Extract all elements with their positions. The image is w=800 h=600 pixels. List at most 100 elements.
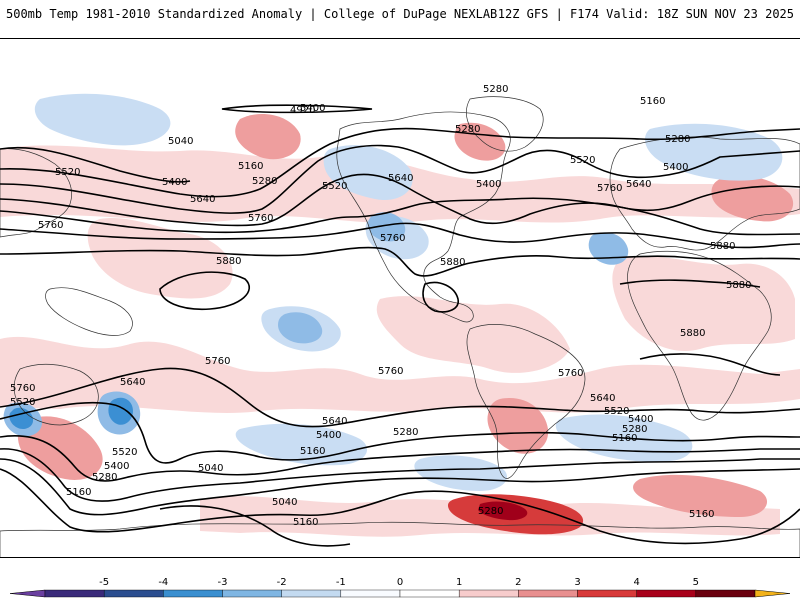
colorbar-tick-label: 1 (456, 577, 462, 588)
cold-anomaly-area (34, 93, 171, 146)
colorbar-segment (636, 589, 697, 598)
contour-line-5640 (0, 222, 800, 249)
contour-label: 5160 (66, 487, 91, 498)
contour-label: 5760 (248, 213, 273, 224)
contour-line-5280 (0, 144, 800, 214)
contour-label: 5520 (10, 397, 35, 408)
contour-label: 5880 (440, 257, 465, 268)
contour-label: 5160 (238, 161, 263, 172)
colorbar-tick-label: 2 (515, 577, 521, 588)
contour-line-5640-south (0, 401, 800, 464)
contour-label: 5280 (393, 427, 418, 438)
contour-label: 5160 (300, 446, 325, 457)
colorbar-tick-label: -1 (336, 577, 346, 588)
colorbar-segment (44, 589, 105, 598)
colorbar-tick-label: 0 (397, 577, 403, 588)
contour-line-5880d (639, 353, 781, 376)
contour-label: 5880 (726, 280, 751, 291)
contour-label: 5280 (252, 176, 277, 187)
model-run-info: 12Z GFS | F174 Valid: 18Z SUN NOV 23 202… (497, 7, 794, 21)
warm-anomaly-area (376, 296, 570, 373)
colorbar-tick-label: -5 (99, 577, 109, 588)
contour-label: 5760 (38, 220, 63, 231)
australia-coastline (13, 363, 99, 426)
colorbar-segment (695, 589, 756, 598)
colorbar-left-arrow (9, 589, 46, 598)
contour-line-5040 (0, 146, 191, 183)
warm-anomaly-area (235, 114, 301, 160)
colorbar-segment (518, 589, 578, 598)
contour-line-5160 (0, 127, 800, 198)
contour-label: 5400 (104, 461, 129, 472)
colorbar-tick-label: 5 (693, 577, 699, 588)
contour-label: 5160 (689, 509, 714, 520)
contour-line-5040-south (159, 505, 351, 547)
contour-label: 5400 (316, 430, 341, 441)
contour-label: 5520 (570, 155, 595, 166)
contour-label: 5400 (663, 162, 688, 173)
contour-line-5400 (0, 173, 800, 227)
contour-label: 5760 (558, 368, 583, 379)
contour-line-4920 (221, 104, 373, 114)
contour-line-5880b (422, 281, 459, 313)
maritime-continent-coastline (45, 287, 133, 336)
eurasia-coastline-west (0, 148, 72, 238)
contour-label: 5760 (378, 366, 403, 377)
contour-label: 5640 (322, 416, 347, 427)
warm-anomaly-area (711, 175, 794, 222)
colorbar-segment (340, 589, 401, 598)
africa-coastline (627, 250, 772, 421)
map-title: 500mb Temp 1981-2010 Standardized Anomal… (6, 7, 498, 21)
colorbar-segment (577, 589, 637, 598)
contour-line-5400-south (0, 448, 800, 502)
colorbar-segment (281, 589, 342, 598)
south-america-coastline (466, 324, 586, 479)
warm-anomaly-area (487, 398, 549, 454)
contour-label: 5520 (55, 167, 80, 178)
colorbar-legend: -5 -4 -3 -2 -1 0 1 2 3 4 5 (0, 570, 800, 600)
antarctica-coastline (0, 521, 800, 557)
map-panel[interactable]: 4920 5280 5160 5400 5040 5280 5280 5520 … (0, 38, 800, 558)
contour-label: 5280 (622, 424, 647, 435)
contour-line-5520-south (0, 435, 800, 482)
colorbar-tick-label: -2 (277, 577, 287, 588)
contour-label: 5160 (640, 96, 665, 107)
cold-anomaly-area (367, 212, 406, 242)
warm-anomaly-area (633, 474, 768, 517)
contour-label: 5400 (476, 179, 501, 190)
colorbar-segment (458, 589, 519, 598)
contour-line-5280-south (0, 458, 800, 516)
contour-label: 5880 (680, 328, 705, 339)
contour-label: 4920 (290, 105, 315, 116)
colorbar-segment (103, 589, 164, 598)
contour-label: 5880 (216, 256, 241, 267)
cold-anomaly-area (278, 312, 323, 344)
greenland-coastline (466, 96, 544, 152)
colorbar-tick-label: -4 (158, 577, 168, 588)
colorbar-segment (399, 589, 460, 598)
coastlines (0, 96, 800, 557)
header: 500mb Temp 1981-2010 Standardized Anomal… (0, 0, 800, 30)
contour-label: 5760 (380, 233, 405, 244)
contour-label: 5160 (293, 517, 318, 528)
contour-label: 5160 (612, 433, 637, 444)
contour-label: 5520 (322, 181, 347, 192)
eurasia-coastline (609, 136, 800, 251)
contour-label: 5280 (92, 472, 117, 483)
colorbar-segment (222, 589, 282, 598)
contour-label: 5760 (597, 183, 622, 194)
contour-line-5160-south (0, 468, 800, 545)
contour-label: 5040 (168, 136, 193, 147)
contour-label: 5640 (120, 377, 145, 388)
contour-line-5520 (0, 197, 800, 236)
contour-label: 5280 (483, 84, 508, 95)
contour-label: 5400 (628, 414, 653, 425)
contour-label: 5880 (710, 241, 735, 252)
map-canvas[interactable]: 4920 5280 5160 5400 5040 5280 5280 5520 … (0, 39, 800, 558)
contour-label: 5520 (112, 447, 137, 458)
north-america-coastline (336, 111, 511, 323)
contour-label: 5040 (272, 497, 297, 508)
colorbar-tick-label: -3 (218, 577, 228, 588)
colorbar-svg: -5 -4 -3 -2 -1 0 1 2 3 4 5 (9, 577, 791, 598)
warm-anomaly-area (17, 416, 103, 480)
